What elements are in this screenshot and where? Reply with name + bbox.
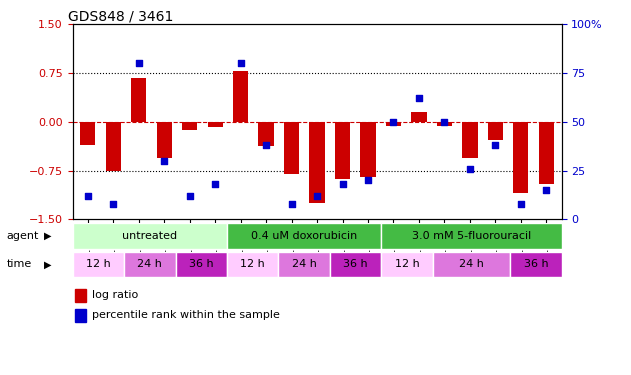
Point — [159, 158, 169, 164]
Text: ▶: ▶ — [44, 231, 51, 241]
Bar — [156, 122, 172, 158]
Text: agent: agent — [6, 231, 38, 241]
Bar — [75, 289, 86, 302]
Bar — [381, 252, 433, 277]
Bar — [208, 122, 223, 127]
Text: 24 h: 24 h — [292, 260, 317, 269]
Bar — [539, 122, 554, 184]
Point — [338, 181, 348, 187]
Point — [83, 193, 93, 199]
Bar — [80, 122, 95, 145]
Text: GDS848 / 3461: GDS848 / 3461 — [68, 9, 173, 23]
Point — [134, 60, 144, 66]
Point — [389, 119, 399, 125]
Point — [261, 142, 271, 148]
Point — [490, 142, 500, 148]
Text: 12 h: 12 h — [86, 260, 110, 269]
Text: log ratio: log ratio — [92, 290, 138, 300]
Text: 36 h: 36 h — [343, 260, 368, 269]
Point — [439, 119, 449, 125]
Bar — [463, 122, 478, 158]
Bar — [105, 122, 121, 171]
Text: 24 h: 24 h — [138, 260, 162, 269]
Text: time: time — [6, 260, 32, 269]
Bar — [73, 223, 227, 249]
Bar — [227, 252, 278, 277]
Point — [235, 60, 245, 66]
Text: 36 h: 36 h — [524, 260, 548, 269]
Bar — [437, 122, 452, 126]
Text: 24 h: 24 h — [459, 260, 484, 269]
Bar — [513, 122, 529, 194]
Bar — [330, 252, 381, 277]
Bar — [510, 252, 562, 277]
Bar — [488, 122, 503, 140]
Bar — [75, 309, 86, 322]
Bar — [73, 252, 124, 277]
Point — [185, 193, 195, 199]
Bar — [284, 122, 299, 174]
Text: 0.4 uM doxorubicin: 0.4 uM doxorubicin — [251, 231, 357, 241]
Bar — [182, 122, 198, 130]
Bar — [309, 122, 325, 203]
Bar — [386, 122, 401, 126]
Point — [286, 201, 297, 207]
Bar — [259, 122, 274, 146]
Bar — [360, 122, 375, 177]
Point — [109, 201, 119, 207]
Point — [414, 96, 424, 102]
Bar — [381, 223, 562, 249]
Bar — [131, 78, 146, 122]
Point — [312, 193, 322, 199]
Text: 12 h: 12 h — [240, 260, 265, 269]
Bar — [233, 71, 249, 122]
Text: untreated: untreated — [122, 231, 177, 241]
Text: 3.0 mM 5-fluorouracil: 3.0 mM 5-fluorouracil — [412, 231, 531, 241]
Text: ▶: ▶ — [44, 260, 51, 269]
Bar — [411, 112, 427, 122]
Text: 36 h: 36 h — [189, 260, 213, 269]
Point — [363, 177, 373, 183]
Bar — [227, 223, 381, 249]
Text: 12 h: 12 h — [395, 260, 420, 269]
Bar — [278, 252, 330, 277]
Bar — [335, 122, 350, 179]
Bar — [175, 252, 227, 277]
Point — [516, 201, 526, 207]
Point — [465, 166, 475, 172]
Point — [541, 187, 551, 193]
Text: percentile rank within the sample: percentile rank within the sample — [92, 310, 280, 320]
Bar — [433, 252, 510, 277]
Bar — [124, 252, 175, 277]
Point — [210, 181, 220, 187]
